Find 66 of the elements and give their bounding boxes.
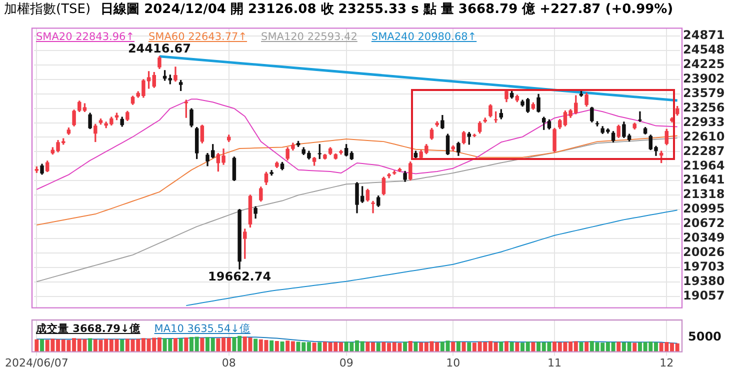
y-tick-label: 20026: [683, 245, 725, 260]
chart-title: 加權指數(TSE): [4, 2, 91, 17]
y-tick-label: 19057: [683, 288, 725, 302]
y-tick-label: 21318: [683, 187, 725, 202]
bar: [451, 342, 456, 352]
x-tick-label: 2024/06/07: [4, 356, 68, 370]
bar: [312, 342, 316, 352]
text: 5000: [688, 330, 722, 344]
y-tick-label: 21641: [683, 172, 725, 187]
y-tick-label: 22610: [683, 129, 725, 144]
x-tick-label: 10: [446, 356, 460, 370]
bar: [270, 340, 274, 352]
y-tick-label: 19380: [683, 274, 725, 288]
series-label: 成交量 3668.79↓億: [36, 323, 140, 335]
bar: [499, 342, 504, 352]
text: SMA120 22593.42: [261, 31, 358, 44]
bar: [403, 342, 408, 352]
bar: [254, 338, 258, 352]
bar: [632, 342, 637, 352]
y-tick-label: 24225: [683, 57, 725, 72]
bar: [178, 338, 183, 352]
y-tick-label: 24871: [683, 28, 725, 42]
text: SMA240 20980.68↑: [371, 31, 477, 44]
y-tick-label: 20672: [683, 216, 725, 230]
candlestick: [638, 111, 642, 122]
y-tick-label: 23579: [683, 86, 725, 100]
bar: [120, 340, 124, 352]
bar: [184, 337, 188, 352]
y-tick-label: 21964: [683, 158, 725, 172]
bar: [462, 342, 466, 352]
annotation: 19662.74: [208, 269, 272, 284]
chart-subtitle: 日線圖 2024/12/04 開 23126.08 收 23255.33 s 點 量 3668.79 億 +227.87 (+0.99%): [100, 2, 674, 17]
bar: [456, 341, 460, 352]
y-tick-label: 23902: [683, 72, 725, 86]
bar: [376, 342, 380, 352]
bar: [584, 342, 589, 352]
x-tick-label: 09: [339, 356, 354, 370]
y-tick-label: 20349: [683, 230, 725, 245]
y-tick-label: 20995: [683, 202, 725, 216]
candlestick: [371, 200, 375, 214]
bar: [531, 342, 536, 352]
series-label: MA10 3635.54↓億: [154, 323, 250, 335]
bar: [34, 339, 39, 352]
bar: [274, 340, 279, 352]
y-tick-label: 24548: [683, 42, 725, 57]
bar: [510, 342, 514, 352]
x-tick-label: 08: [222, 356, 236, 370]
bar: [579, 342, 584, 352]
bar: [504, 341, 508, 352]
y-tick-label: 19703: [683, 259, 725, 274]
bar: [414, 342, 418, 352]
bar: [173, 338, 178, 352]
bar: [616, 342, 621, 352]
text: SMA60 22643.77↑: [148, 31, 248, 44]
x-tick-label: 11: [548, 356, 562, 370]
y-tick-label: 22287: [683, 144, 725, 158]
bar: [408, 340, 412, 352]
bar: [200, 338, 204, 352]
bar: [280, 341, 284, 352]
annotation: 24416.67: [128, 41, 191, 56]
x-tick-label: 12: [660, 356, 674, 370]
bar: [88, 338, 92, 352]
text: SMA20 22843.96↑: [36, 31, 135, 44]
bar: [40, 339, 44, 352]
y-tick-label: 22933: [683, 114, 725, 129]
y-tick-label: 23256: [683, 100, 725, 114]
